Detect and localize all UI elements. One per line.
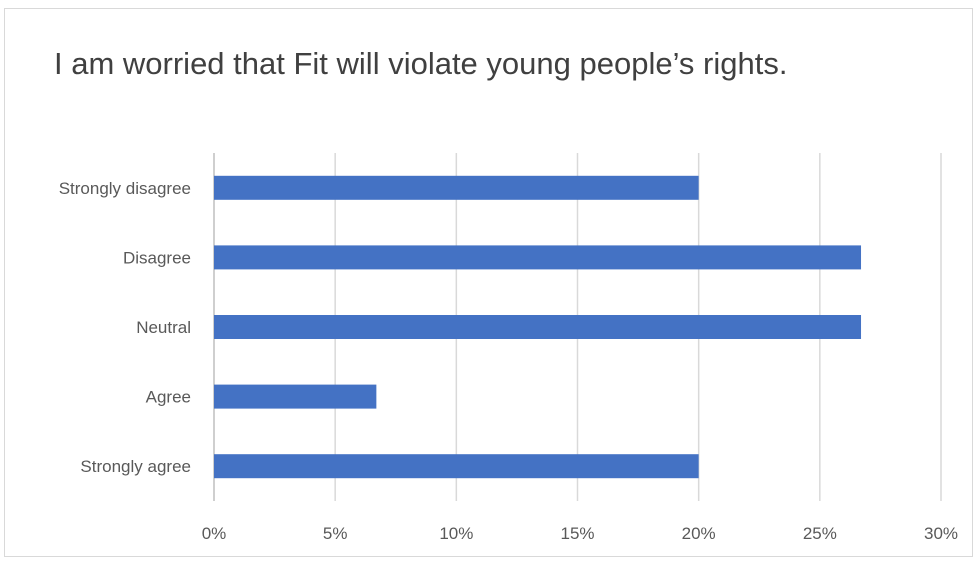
category-label: Neutral: [136, 318, 191, 337]
x-tick-label: 25%: [803, 524, 837, 543]
bar: [214, 315, 862, 339]
category-label: Strongly disagree: [59, 179, 191, 198]
x-tick-label: 0%: [202, 524, 227, 543]
x-tick-label: 10%: [439, 524, 473, 543]
x-tick-label: 30%: [924, 524, 958, 543]
bar: [214, 454, 699, 479]
bars: [214, 175, 862, 479]
x-axis-tick-labels: 0% 5% 10% 15% 20% 25% 30%: [202, 524, 958, 543]
bar: [214, 384, 377, 409]
x-tick-label: 15%: [560, 524, 594, 543]
category-label: Strongly agree: [80, 457, 191, 476]
x-tick-label: 5%: [323, 524, 348, 543]
category-labels: Strongly disagree Disagree Neutral Agree Str…: [59, 179, 191, 476]
bar: [214, 245, 862, 270]
bar: [214, 175, 699, 200]
category-label: Disagree: [123, 248, 191, 267]
chart-title: I am worried that Fit will violate young…: [54, 46, 788, 81]
category-label: Agree: [146, 388, 191, 407]
x-tick-label: 20%: [682, 524, 716, 543]
